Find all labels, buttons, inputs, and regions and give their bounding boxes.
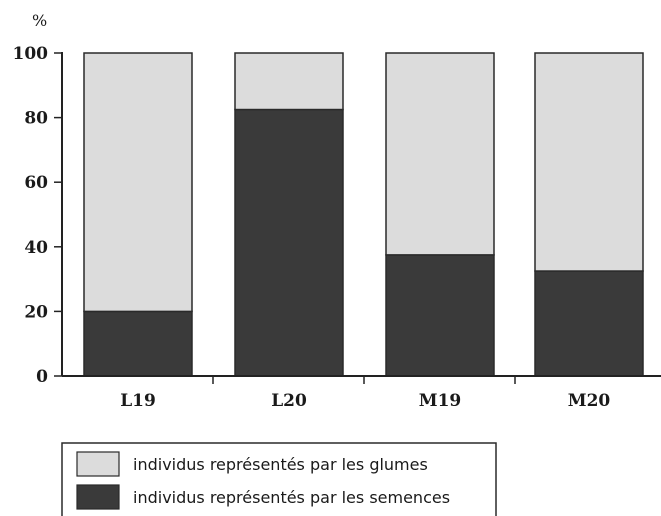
x-category-label-m19: M19 xyxy=(419,391,461,411)
bar-segment-l20-series-0 xyxy=(234,108,344,377)
bar-segment-m19-series-0 xyxy=(385,254,495,377)
y-tick-label: 0 xyxy=(36,367,48,387)
bar-segment-m20-series-0 xyxy=(534,270,644,377)
bar-segment-l20-series-1 xyxy=(234,52,344,111)
y-tick-label: 40 xyxy=(24,238,48,258)
legend: individus représentés par les glumes indi… xyxy=(61,442,497,516)
legend-box xyxy=(61,442,497,516)
x-category-label-l19: L19 xyxy=(120,391,156,411)
legend-swatch-series-0 xyxy=(76,484,120,510)
bar-segment-l19-series-0 xyxy=(83,310,193,377)
axes xyxy=(61,52,661,384)
y-axis-unit-label: % xyxy=(32,11,47,30)
y-tick-label: 100 xyxy=(13,44,49,64)
y-tick-label: 60 xyxy=(24,173,48,193)
bar-segment-m20-series-1 xyxy=(534,52,644,272)
legend-label-series-1: individus représentés par les glumes xyxy=(133,455,428,474)
legend-label-series-0: individus représentés par les semences xyxy=(133,488,450,507)
legend-swatch-series-1 xyxy=(76,451,120,477)
bar-segment-m19-series-1 xyxy=(385,52,495,256)
bars xyxy=(83,52,644,377)
x-category-label-m20: M20 xyxy=(568,391,611,411)
y-tick-label: 80 xyxy=(24,109,48,129)
y-axis-ticks: 0 20 40 60 80 100 xyxy=(13,44,62,387)
y-tick-label: 20 xyxy=(24,302,48,322)
bar-segment-l19-series-1 xyxy=(83,52,193,313)
x-axis-category-labels: L19 L20 M19 M20 xyxy=(120,391,610,411)
x-category-label-l20: L20 xyxy=(271,391,307,411)
